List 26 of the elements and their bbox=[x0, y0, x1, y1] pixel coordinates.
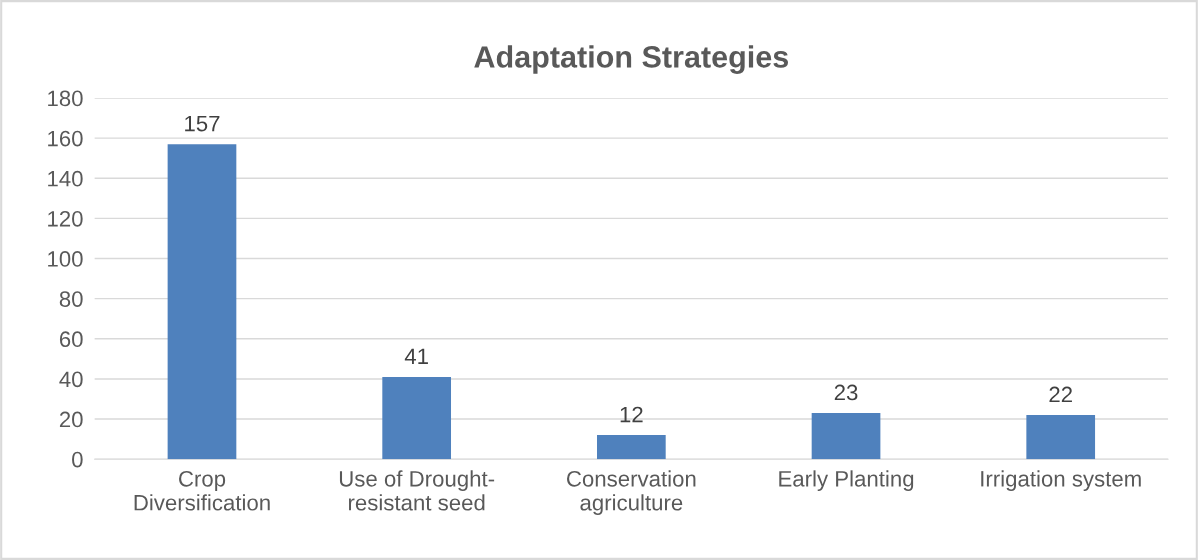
y-tick-label: 120 bbox=[48, 210, 83, 227]
x-tick-label: Early Planting bbox=[779, 470, 914, 492]
data-label: 41 bbox=[404, 348, 428, 364]
y-tick-label: 40 bbox=[59, 371, 83, 388]
x-tick-label: Use of Drought- resistant seed bbox=[339, 470, 495, 511]
data-label: 23 bbox=[834, 384, 858, 401]
bar bbox=[811, 413, 881, 460]
bar bbox=[597, 435, 666, 460]
data-label: 157 bbox=[185, 115, 220, 132]
data-label: 12 bbox=[620, 406, 643, 423]
bar bbox=[167, 144, 237, 460]
y-tick-label: 60 bbox=[59, 331, 83, 348]
data-label: 22 bbox=[1049, 386, 1072, 403]
y-tick-label: 180 bbox=[48, 90, 83, 107]
x-tick-label: Crop Diversification bbox=[134, 470, 270, 511]
y-tick-label: 100 bbox=[48, 251, 83, 267]
bar bbox=[382, 376, 452, 460]
x-tick-label: Conservation agriculture bbox=[567, 470, 696, 515]
x-tick-label: Irrigation system bbox=[981, 470, 1141, 492]
y-tick-label: 140 bbox=[48, 170, 83, 187]
y-tick-label: 0 bbox=[72, 451, 83, 468]
y-tick-label: 160 bbox=[48, 130, 83, 147]
bar bbox=[1026, 415, 1096, 460]
chart-title: Adaptation Strategies bbox=[474, 45, 788, 74]
y-tick-label: 20 bbox=[59, 411, 83, 428]
y-tick-label: 80 bbox=[59, 291, 83, 307]
